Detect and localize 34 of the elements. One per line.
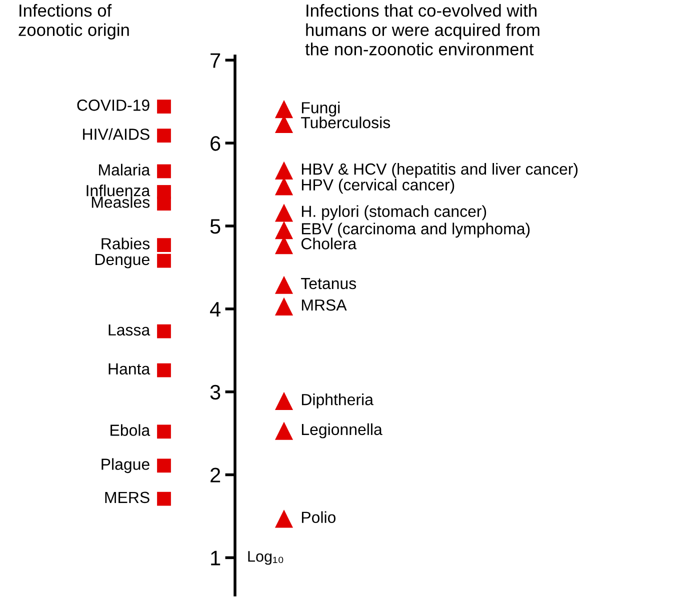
- series-label: Influenza: [86, 184, 150, 196]
- y-tick-label: 7: [210, 53, 220, 68]
- series-label: COVID-19: [77, 100, 150, 111]
- series-label: Dengue: [95, 254, 150, 268]
- series-label: MERS: [105, 492, 150, 504]
- series-label: Plague: [102, 458, 150, 474]
- y-tick-label: 4: [210, 302, 220, 316]
- series-label: Cholera: [301, 238, 357, 250]
- series-label: H. pylori (stomach cancer): [302, 205, 486, 220]
- series-label: Diphtheria: [302, 394, 374, 408]
- y-tick-label: 6: [210, 136, 220, 151]
- y-tick-label: 1: [211, 550, 220, 566]
- series-label: Malaria: [99, 164, 150, 176]
- series-label: HPV (cervical cancer): [302, 178, 454, 194]
- series-label: Tetanus: [301, 278, 356, 290]
- series-label: EBV (carcinoma and lymphoma): [302, 222, 530, 238]
- series-label: HBV & HCV (hepatitis and liver cancer): [302, 162, 578, 178]
- y-tick-label: 3: [210, 384, 220, 400]
- series-label: Hanta: [108, 363, 150, 375]
- series-label: Lassa: [108, 324, 150, 336]
- series-label: Tuberculosis: [301, 116, 390, 128]
- y-tick-label: 5: [210, 219, 220, 234]
- series-label: Measles: [92, 196, 150, 208]
- y-axis-title: Log₁₀: [248, 551, 284, 565]
- series-label: HIV/AIDS: [83, 128, 150, 140]
- x-tick-label: Infections of zoonotic origin: [18, 4, 129, 40]
- series-label: MRSA: [302, 299, 347, 311]
- series-label: Rabies: [102, 238, 150, 250]
- y-tick-label: 2: [210, 468, 220, 482]
- x-tick-label: Infections that co-evolved with humans or were acquired from the non-zoonotic environment: [305, 4, 540, 56]
- series-label: Polio: [302, 511, 336, 523]
- series-label: Legionnella: [302, 423, 382, 438]
- series-label: Fungi: [302, 102, 340, 117]
- series-label: Ebola: [110, 424, 150, 436]
